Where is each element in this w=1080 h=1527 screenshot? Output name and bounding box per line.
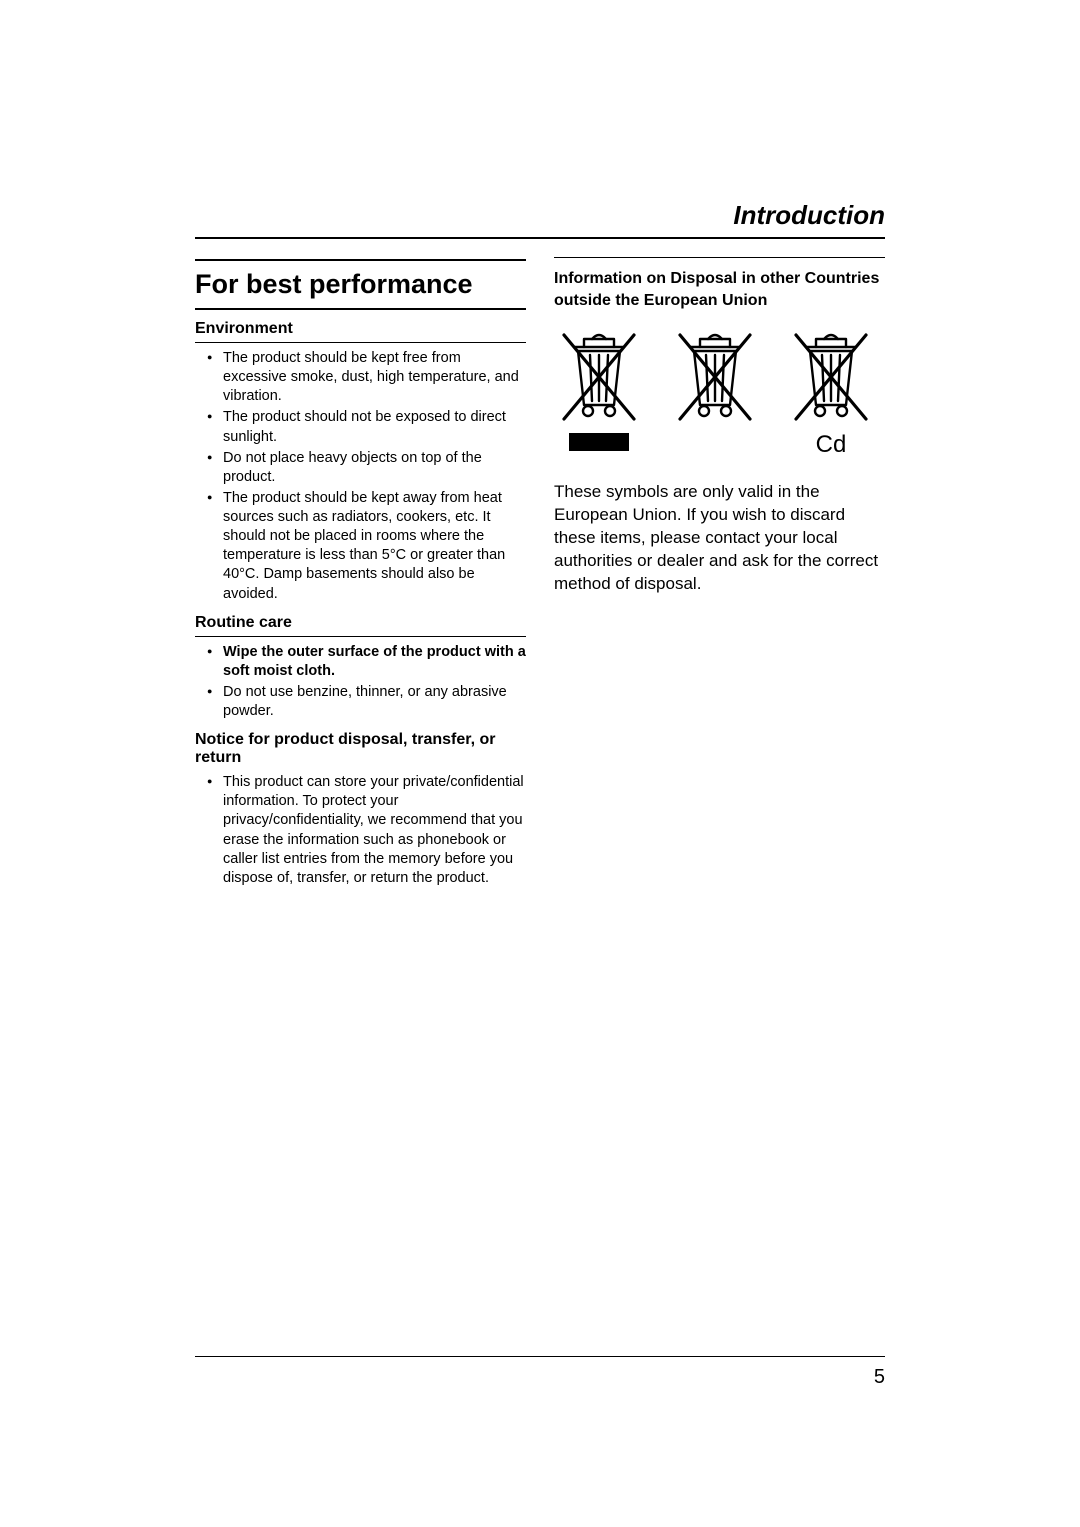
bullet-list: Wipe the outer surface of the product wi… (195, 643, 526, 722)
left-column: For best performance Environment The prod… (195, 257, 526, 898)
bullet-item: Do not place heavy objects on top of the… (195, 449, 526, 487)
right-column: Information on Disposal in other Countri… (554, 257, 885, 898)
subsection-heading: Notice for product disposal, transfer, o… (195, 731, 526, 767)
bullet-item: Wipe the outer surface of the product wi… (195, 643, 526, 681)
top-rule (195, 237, 885, 239)
symbol-underbar (569, 433, 629, 451)
main-heading: For best performance (195, 259, 526, 310)
left-sections: Environment The product should be kept fr… (195, 320, 526, 888)
bullet-item: The product should be kept free from exc… (195, 349, 526, 406)
right-heading: Information on Disposal in other Countri… (554, 257, 885, 311)
crossed-bin-icon (556, 327, 642, 427)
footer-rule (195, 1356, 885, 1357)
disposal-symbols-row: Cd (554, 327, 885, 459)
disposal-symbol-2 (672, 327, 758, 427)
section-title: Introduction (195, 200, 885, 237)
disposal-symbol-3: Cd (788, 327, 874, 459)
page: Introduction For best performance Enviro… (0, 0, 1080, 1527)
disposal-symbol-1 (556, 327, 642, 451)
bullet-list: This product can store your private/conf… (195, 773, 526, 888)
page-number: 5 (874, 1366, 885, 1389)
bullet-item: This product can store your private/conf… (195, 773, 526, 888)
bullet-item: The product should be kept away from hea… (195, 489, 526, 604)
subsection-heading: Environment (195, 320, 526, 343)
crossed-bin-icon (788, 327, 874, 427)
bullet-item: Do not use benzine, thinner, or any abra… (195, 683, 526, 721)
bullet-item: The product should not be exposed to dir… (195, 408, 526, 446)
subsection-heading: Routine care (195, 614, 526, 637)
right-paragraph: These symbols are only valid in the Euro… (554, 481, 885, 596)
bullet-list: The product should be kept free from exc… (195, 349, 526, 604)
symbol-caption-cd: Cd (816, 431, 847, 459)
crossed-bin-icon (672, 327, 758, 427)
two-column-layout: For best performance Environment The prod… (195, 257, 885, 898)
